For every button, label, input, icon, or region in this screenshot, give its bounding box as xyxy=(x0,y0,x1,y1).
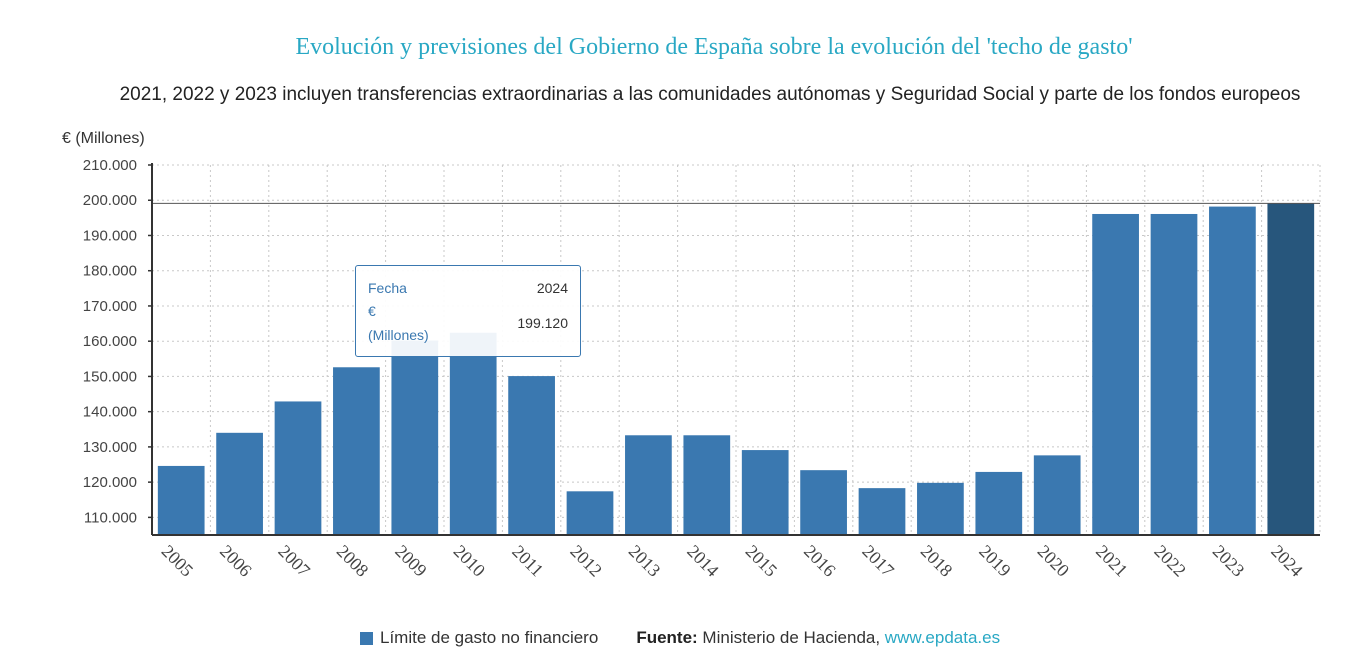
tooltip-value-label-line1: € xyxy=(368,303,376,319)
x-tick-label: 2013 xyxy=(625,541,665,581)
legend: Límite de gasto no financiero Fuente: Mi… xyxy=(360,628,1000,648)
bar-2016[interactable] xyxy=(800,470,847,535)
bar-2020[interactable] xyxy=(1033,455,1081,535)
x-axis-ticks: 2005 2006 2007 2008 2009 2010 2011 2012 2013 2014… xyxy=(158,541,1307,581)
legend-swatch[interactable] xyxy=(360,631,373,645)
y-tick-label: 130.000 xyxy=(83,439,137,456)
source-text: Ministerio de Hacienda, xyxy=(697,628,885,647)
x-tick-label: 2012 xyxy=(566,541,606,581)
bar-2008[interactable] xyxy=(333,367,380,535)
chart-title: Evolución y previsiones del Gobierno de … xyxy=(295,34,1133,60)
x-tick-label: 2021 xyxy=(1092,541,1132,581)
bar-2014[interactable] xyxy=(683,435,731,535)
y-tick-label: 200.000 xyxy=(83,192,137,209)
x-tick-label: 2006 xyxy=(216,541,256,581)
grid xyxy=(151,164,1321,535)
bar-2023[interactable] xyxy=(1209,206,1256,536)
source-label: Fuente: xyxy=(636,628,698,647)
bar-2021[interactable] xyxy=(1092,213,1139,535)
bar-tooltip: Fecha 2024 € 199.120 (Millones) xyxy=(355,265,581,357)
x-tick-label: 2005 xyxy=(158,541,198,581)
x-tick-label: 2010 xyxy=(450,541,490,581)
x-tick-label: 2023 xyxy=(1209,541,1249,581)
source-credit: Fuente: Ministerio de Hacienda, www.epda… xyxy=(636,628,1000,648)
x-tick-label: 2022 xyxy=(1150,541,1190,581)
y-tick-label: 190.000 xyxy=(83,227,137,244)
y-axis-ticks: 110.000 120.000 130.000 140.000 150.000 160.0… xyxy=(83,157,152,526)
bar-2010[interactable] xyxy=(449,332,497,535)
bar-2013[interactable] xyxy=(625,435,672,535)
tooltip-date-value: 2024 xyxy=(536,280,568,296)
y-tick-label: 160.000 xyxy=(83,333,137,350)
y-tick-label: 150.000 xyxy=(83,368,137,385)
bar-2011[interactable] xyxy=(508,376,555,535)
source-link[interactable]: www.epdata.es xyxy=(884,628,1001,647)
x-tick-label: 2019 xyxy=(975,541,1015,581)
bar-2007[interactable] xyxy=(274,401,322,535)
x-tick-label: 2008 xyxy=(333,541,373,581)
tooltip-date-label: Fecha xyxy=(368,280,407,296)
bar-2024[interactable] xyxy=(1267,203,1315,535)
tooltip-value-label-line2: (Millones) xyxy=(368,327,429,343)
x-tick-label: 2024 xyxy=(1267,541,1307,581)
y-tick-label: 110.000 xyxy=(84,509,137,526)
y-tick-label: 170.000 xyxy=(83,298,137,315)
y-axis-unit-label: € (Millones) xyxy=(62,130,145,147)
x-tick-label: 2011 xyxy=(508,541,547,580)
bar-2006[interactable] xyxy=(216,432,263,535)
x-tick-label: 2016 xyxy=(800,541,840,581)
x-tick-label: 2018 xyxy=(917,541,957,581)
bars[interactable] xyxy=(157,203,1315,536)
bar-2022[interactable] xyxy=(1150,213,1198,535)
y-tick-label: 120.000 xyxy=(83,474,137,491)
bar-2019[interactable] xyxy=(975,471,1023,535)
x-tick-label: 2014 xyxy=(683,541,723,581)
y-tick-label: 210.000 xyxy=(83,157,137,174)
bar-2005[interactable] xyxy=(157,465,205,535)
bar-2017[interactable] xyxy=(858,488,906,535)
x-tick-label: 2009 xyxy=(391,541,431,581)
x-tick-label: 2015 xyxy=(742,541,782,581)
legend-label[interactable]: Límite de gasto no financiero xyxy=(380,628,599,647)
x-tick-label: 2007 xyxy=(274,541,314,581)
tooltip-value: 199.120 xyxy=(517,315,568,331)
chart-subtitle: 2021, 2022 y 2023 incluyen transferencia… xyxy=(119,84,1301,105)
bar-2018[interactable] xyxy=(917,482,964,535)
bar-2009[interactable] xyxy=(391,340,439,535)
x-tick-label: 2020 xyxy=(1034,541,1074,581)
bar-2015[interactable] xyxy=(741,450,789,535)
x-tick-label: 2017 xyxy=(858,541,898,581)
y-tick-label: 180.000 xyxy=(83,263,137,280)
axes xyxy=(151,163,1320,536)
bar-2012[interactable] xyxy=(566,491,614,535)
y-tick-label: 140.000 xyxy=(83,404,137,421)
